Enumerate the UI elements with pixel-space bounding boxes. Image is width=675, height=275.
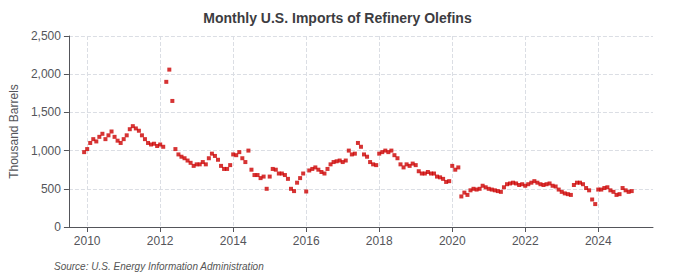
svg-text:2014: 2014	[220, 234, 247, 248]
svg-text:2024: 2024	[585, 234, 612, 248]
svg-text:2020: 2020	[439, 234, 466, 248]
svg-text:Monthly U.S. Imports of Refine: Monthly U.S. Imports of Refinery Olefins	[203, 10, 472, 26]
svg-text:2016: 2016	[293, 234, 320, 248]
svg-text:2018: 2018	[366, 234, 393, 248]
svg-text:2012: 2012	[147, 234, 174, 248]
svg-text:2010: 2010	[74, 234, 101, 248]
svg-text:500: 500	[41, 182, 61, 196]
svg-text:Source: U.S. Energy Informatio: Source: U.S. Energy Information Administ…	[54, 261, 264, 272]
svg-text:2022: 2022	[512, 234, 539, 248]
svg-text:1,500: 1,500	[31, 105, 61, 119]
svg-text:2,000: 2,000	[31, 67, 61, 81]
svg-text:2,500: 2,500	[31, 29, 61, 43]
svg-text:0: 0	[54, 220, 61, 234]
svg-text:Thousand Barrels: Thousand Barrels	[7, 84, 21, 179]
svg-text:1,000: 1,000	[31, 144, 61, 158]
